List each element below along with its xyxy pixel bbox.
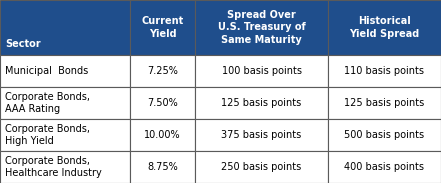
Text: 8.75%: 8.75% <box>147 162 178 172</box>
Text: 500 basis points: 500 basis points <box>344 130 424 140</box>
Bar <box>195 0 328 55</box>
Bar <box>195 55 328 87</box>
Text: Corporate Bonds,
AAA Rating: Corporate Bonds, AAA Rating <box>5 92 90 114</box>
Text: 125 basis points: 125 basis points <box>221 98 302 108</box>
Bar <box>130 55 195 87</box>
Bar <box>0 0 130 55</box>
Bar <box>0 119 130 151</box>
Text: Municipal  Bonds: Municipal Bonds <box>5 66 89 76</box>
Bar <box>195 87 328 119</box>
Bar <box>130 119 195 151</box>
Text: Corporate Bonds,
High Yield: Corporate Bonds, High Yield <box>5 124 90 146</box>
Bar <box>328 119 441 151</box>
Text: 110 basis points: 110 basis points <box>344 66 424 76</box>
Text: Sector: Sector <box>5 39 41 49</box>
Text: Historical
Yield Spread: Historical Yield Spread <box>349 16 419 39</box>
Bar <box>195 119 328 151</box>
Bar <box>328 0 441 55</box>
Bar <box>0 55 130 87</box>
Text: 400 basis points: 400 basis points <box>344 162 424 172</box>
Bar <box>0 151 130 183</box>
Text: 10.00%: 10.00% <box>144 130 181 140</box>
Bar <box>130 151 195 183</box>
Bar <box>130 0 195 55</box>
Text: 7.50%: 7.50% <box>147 98 178 108</box>
Bar <box>130 87 195 119</box>
Bar <box>195 151 328 183</box>
Text: 100 basis points: 100 basis points <box>221 66 302 76</box>
Text: 375 basis points: 375 basis points <box>221 130 302 140</box>
Bar <box>328 55 441 87</box>
Text: 250 basis points: 250 basis points <box>221 162 302 172</box>
Bar <box>328 87 441 119</box>
Text: Corporate Bonds,
Healthcare Industry: Corporate Bonds, Healthcare Industry <box>5 156 102 178</box>
Text: 7.25%: 7.25% <box>147 66 178 76</box>
Text: Current
Yield: Current Yield <box>142 16 184 39</box>
Bar <box>328 151 441 183</box>
Text: Spread Over
U.S. Treasury of
Same Maturity: Spread Over U.S. Treasury of Same Maturi… <box>218 10 305 45</box>
Bar <box>0 87 130 119</box>
Text: 125 basis points: 125 basis points <box>344 98 424 108</box>
